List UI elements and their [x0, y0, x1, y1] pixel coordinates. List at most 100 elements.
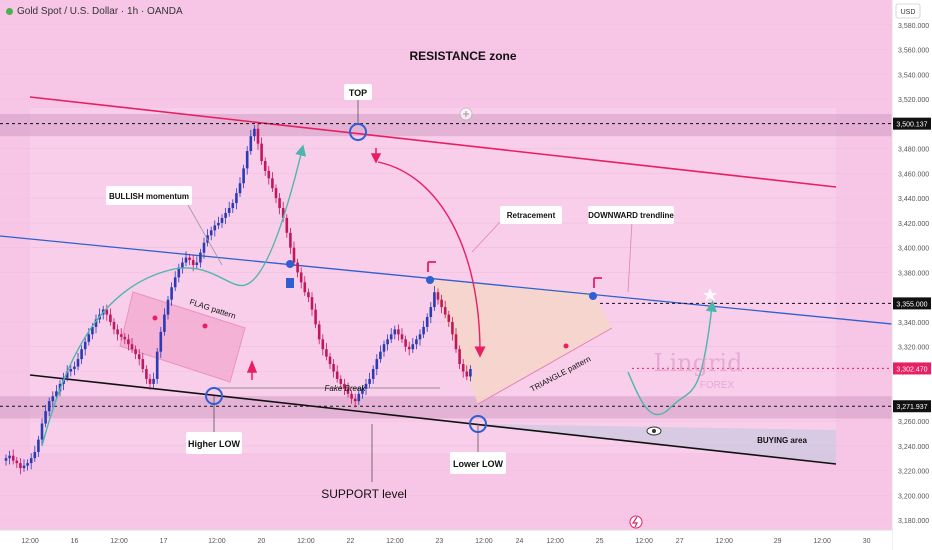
price-badges: 3,500.137 3,355.000 3,302.470 3,271.937 [893, 117, 931, 413]
candle [292, 241, 296, 267]
candle [19, 458, 22, 475]
time-tick-label: 16 [71, 538, 79, 545]
candle [364, 378, 368, 396]
svg-text:Lower LOW: Lower LOW [453, 459, 504, 469]
candle [454, 328, 458, 353]
time-axis[interactable] [0, 530, 892, 550]
time-tick-label: 12:00 [297, 538, 315, 545]
resistance-zone-label: RESISTANCE zone [409, 49, 516, 63]
price-tick-label: 3,540.000 [898, 72, 929, 79]
candle [285, 214, 289, 238]
candle [181, 257, 184, 274]
candle [109, 308, 112, 326]
candle [271, 172, 274, 192]
downward-leader [627, 221, 633, 293]
price-tick-label: 3,180.000 [898, 518, 929, 525]
candle [328, 352, 332, 370]
candle [224, 208, 227, 225]
candle [429, 302, 433, 324]
time-tick-label: 12:00 [475, 538, 493, 545]
lower-low-label: Lower LOW [450, 452, 506, 474]
price-badge: 3,355.000 [893, 297, 931, 310]
candle [173, 271, 177, 292]
price-tick-label: 3,220.000 [898, 469, 929, 476]
time-tick-label: 30 [863, 538, 871, 545]
candle [335, 365, 339, 383]
svg-text:3,355.000: 3,355.000 [896, 301, 927, 308]
candle [245, 146, 249, 175]
retracement-leader [471, 221, 501, 253]
currency-label: USD [901, 9, 916, 16]
candle [375, 354, 379, 376]
resistance-zone [0, 113, 892, 137]
price-badge: 3,271.937 [893, 400, 931, 413]
candle [4, 454, 8, 466]
eye-icon [646, 426, 662, 436]
candle [83, 336, 87, 356]
sell-flag-icon-1 [427, 261, 436, 272]
candle [69, 365, 73, 377]
triangle-lower-edge [477, 327, 613, 405]
candle [253, 125, 256, 142]
candle [357, 387, 361, 405]
candle [209, 226, 213, 241]
info-circle-icon[interactable] [459, 107, 473, 121]
bullish-momentum-curve [41, 144, 307, 447]
candle [321, 334, 325, 356]
currency-button[interactable] [895, 3, 921, 19]
time-labels: 12:00 16 12:00 17 12:00 20 12:00 22 12:00 23 12:00… [21, 538, 870, 545]
candle [177, 263, 181, 283]
candle [433, 286, 436, 311]
downward-trendline [0, 235, 893, 325]
flag-point-1 [152, 315, 158, 321]
price-tick-label: 3,560.000 [898, 48, 929, 55]
candle [231, 199, 235, 213]
candle [44, 404, 47, 428]
candle [51, 391, 55, 408]
candle [411, 338, 415, 353]
candle [379, 345, 382, 363]
candle [274, 184, 278, 204]
price-badge: 3,500.137 [893, 117, 931, 130]
svg-text:BULLISH momentum: BULLISH momentum [109, 192, 189, 201]
grid [0, 24, 892, 521]
price-axis[interactable] [892, 0, 932, 550]
candle [76, 352, 80, 371]
top-label: TOP [344, 84, 372, 100]
time-tick-label: 12:00 [546, 538, 564, 545]
retracement-label: Retracement [500, 206, 562, 224]
triangle-pattern [430, 280, 612, 404]
candle [353, 393, 357, 408]
candle [307, 288, 310, 303]
svg-text:RESISTANCE zone: RESISTANCE zone [409, 49, 516, 63]
price-tick-label: 3,480.000 [898, 147, 929, 154]
candle [299, 267, 303, 289]
candle [296, 258, 299, 278]
candle [148, 373, 152, 391]
lightning-icon[interactable] [629, 515, 643, 529]
symbol-header[interactable]: Gold Spot / U.S. Dollar · 1h · OANDA [6, 6, 183, 17]
candle [397, 324, 400, 341]
lower-low-marker [469, 415, 487, 433]
price-tick-label: 3,240.000 [898, 444, 929, 451]
time-tick-label: 23 [436, 538, 444, 545]
candle [422, 320, 425, 339]
candle [368, 372, 371, 388]
higher-low-marker [205, 387, 223, 405]
time-tick-label: 12:00 [715, 538, 733, 545]
candle [256, 123, 260, 150]
candle [227, 201, 231, 217]
candle [123, 333, 127, 345]
candle [310, 292, 314, 316]
star-icon [703, 288, 717, 301]
candle [119, 328, 123, 341]
candle [112, 318, 116, 335]
candle [249, 130, 253, 155]
candle [393, 325, 397, 340]
candle [332, 359, 335, 378]
price-tick-label: 3,200.000 [898, 493, 929, 500]
candle [443, 300, 447, 319]
candle [350, 390, 353, 404]
trend-touch-1 [286, 260, 294, 268]
